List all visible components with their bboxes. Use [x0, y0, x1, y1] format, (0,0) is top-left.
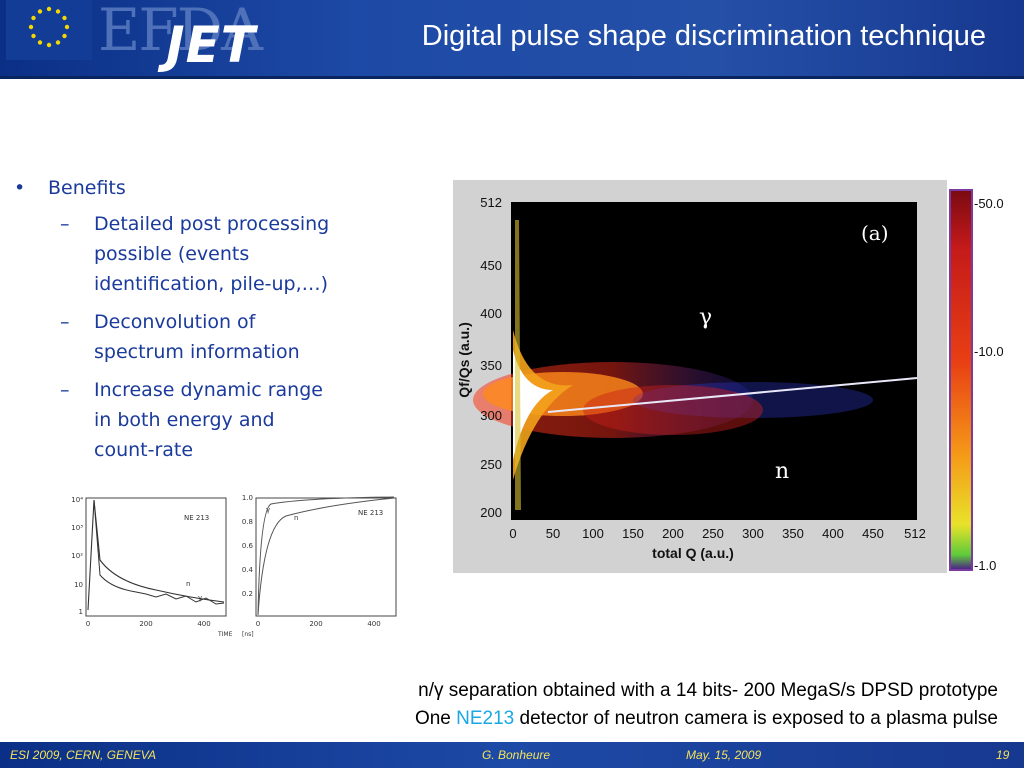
x-tick-label: 400 — [367, 620, 380, 628]
y-tick-label: 250 — [480, 457, 502, 472]
time-axis-label: TIME — [217, 631, 233, 638]
separation-line — [547, 377, 918, 413]
bullet-main-text: Benefits — [48, 177, 126, 199]
x-tick-label: 0 — [86, 620, 90, 628]
x-tick-label: 450 — [862, 526, 884, 541]
y-tick-label: 200 — [480, 505, 502, 520]
x-tick-label: 400 — [197, 620, 210, 628]
sub-bullet-dynamic-range: – Increase dynamic range in both energy … — [14, 375, 384, 465]
panel-label: (a) — [861, 221, 889, 245]
sub-bullet-deconvolution: – Deconvolution of spectrum information — [14, 307, 384, 367]
sub-bullet-line: spectrum information — [94, 341, 300, 363]
neutron-label: n — [775, 459, 789, 484]
eu-flag-icon — [6, 0, 92, 60]
sub-bullet-post-processing: – Detailed post processing possible (eve… — [14, 209, 384, 299]
colorbar: -50.0 -10.0 -1.0 — [948, 180, 1024, 573]
sub-bullet-line: count-rate — [94, 439, 194, 461]
plot-label: NE 213 — [184, 514, 209, 522]
caption-line-1: n/γ separation obtained with a 14 bits- … — [418, 680, 998, 701]
slide-title: Digital pulse shape discrimination techn… — [421, 20, 986, 52]
efda-logo-text: EFDA — [98, 0, 263, 64]
y-tick-label: 1.0 — [242, 494, 253, 502]
y-tick-label: 0.2 — [242, 590, 253, 598]
footer-date: May. 15, 2009 — [686, 748, 762, 762]
curve-label: n — [186, 580, 190, 588]
x-tick-label: 300 — [742, 526, 764, 541]
header-divider — [0, 76, 1024, 79]
pulse-shape-plots: NE 213 n γ 10⁴ 10³ 10² 10 1 0 200 400 TI… — [66, 490, 436, 660]
y-tick-label: 0.4 — [242, 566, 254, 574]
slide-number: 19 — [996, 748, 1010, 762]
footer-author: G. Bonheure — [482, 748, 551, 762]
log-pulse-plot: NE 213 n γ 10⁴ 10³ 10² 10 1 0 200 400 TI… — [71, 496, 232, 638]
dash-icon: – — [60, 379, 70, 401]
y-tick-label: 0.8 — [242, 518, 253, 526]
bullet-benefits: • Benefits — [14, 175, 384, 201]
y-tick-label: 1 — [79, 608, 83, 616]
y-tick-label: 10³ — [71, 524, 83, 532]
colorbar-label: -10.0 — [974, 344, 1004, 359]
plot-area — [511, 202, 917, 520]
integral-pulse-plot: NE 213 γ n 1.0 0.8 0.6 0.4 0.2 0 200 400… — [242, 494, 397, 638]
y-axis-label: Qf/Qs (a.u.) — [456, 322, 472, 397]
y-tick-label: 450 — [480, 258, 502, 273]
x-axis-label: total Q (a.u.) — [652, 545, 734, 561]
x-tick-label: 50 — [546, 526, 560, 541]
y-axis: 512 450 400 350 300 250 200 — [480, 195, 502, 520]
time-unit-label: [ns] — [242, 631, 254, 638]
header-bar: EFDA JET Digital pulse shape discriminat… — [0, 0, 1024, 76]
x-tick-label: 400 — [822, 526, 844, 541]
x-tick-label: 0 — [256, 620, 260, 628]
dash-icon: – — [60, 311, 70, 333]
jet-logo-text: JET — [166, 16, 256, 74]
caption-line-2: One NE213 detector of neutron camera is … — [415, 705, 998, 733]
x-tick-label: 100 — [582, 526, 604, 541]
sub-bullet-line: identification, pile-up,…) — [94, 273, 329, 295]
x-tick-label: 350 — [782, 526, 804, 541]
y-tick-label: 300 — [480, 408, 502, 423]
footer-bar: ESI 2009, CERN, GENEVA G. Bonheure May. … — [0, 742, 1024, 768]
sub-bullet-line: possible (events — [94, 243, 250, 265]
x-tick-label: 200 — [139, 620, 152, 628]
psd-heatmap-figure: 512 450 400 350 300 250 200 0 50 100 150… — [453, 180, 947, 573]
y-tick-label: 10² — [71, 552, 83, 560]
colorbar-gradient — [949, 189, 973, 571]
y-tick-label: 512 — [480, 195, 502, 210]
caption-text: One — [414, 708, 457, 729]
bullet-list: • Benefits – Detailed post processing po… — [14, 175, 384, 465]
y-tick-label: 10⁴ — [71, 496, 83, 504]
sub-bullet-line: in both energy and — [94, 409, 275, 431]
y-tick-label: 350 — [480, 358, 502, 373]
curve-label: n — [294, 514, 298, 522]
gamma-label: γ — [699, 305, 712, 330]
footer-event: ESI 2009, CERN, GENEVA — [10, 748, 157, 762]
detector-name-highlight: NE213 — [456, 708, 515, 729]
colorbar-label: -1.0 — [974, 558, 996, 573]
x-tick-label: 0 — [509, 526, 516, 541]
bullet-dot-icon: • — [14, 177, 26, 199]
curve-label: γ — [266, 506, 270, 514]
sub-bullet-line: Deconvolution of — [94, 311, 256, 333]
dash-icon: – — [60, 213, 70, 235]
colorbar-label: -50.0 — [974, 196, 1004, 211]
y-tick-label: 10 — [74, 581, 83, 589]
y-tick-label: 400 — [480, 306, 502, 321]
x-tick-label: 512 — [904, 526, 926, 541]
scatter-cloud — [473, 220, 873, 510]
figure-caption: n/γ separation obtained with a 14 bits- … — [415, 677, 998, 733]
y-tick-label: 0.6 — [242, 542, 254, 550]
x-axis: 0 50 100 150 200 250 300 350 400 450 512 — [509, 526, 925, 541]
x-tick-label: 150 — [622, 526, 644, 541]
sub-bullet-line: Detailed post processing — [94, 213, 330, 235]
caption-text: detector of neutron camera is exposed to… — [514, 708, 998, 729]
sub-bullet-line: Increase dynamic range — [94, 379, 323, 401]
curve-label: γ — [198, 594, 202, 602]
x-tick-label: 200 — [662, 526, 684, 541]
x-tick-label: 200 — [309, 620, 322, 628]
plot-label: NE 213 — [358, 509, 383, 517]
x-tick-label: 250 — [702, 526, 724, 541]
